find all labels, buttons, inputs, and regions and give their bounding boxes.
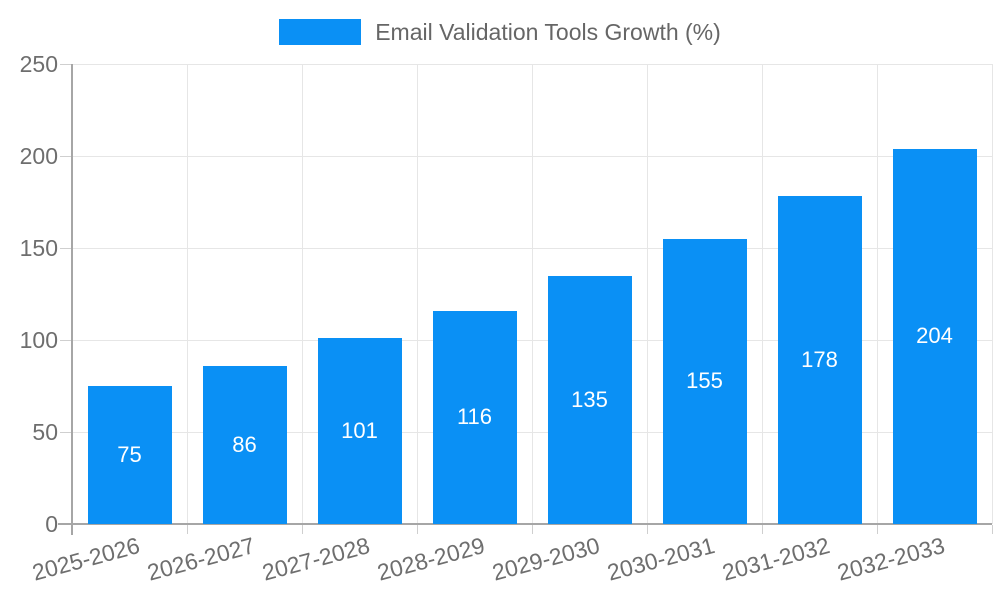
gridline-vertical	[876, 64, 878, 524]
bar-value-label: 155	[686, 368, 723, 394]
x-axis-tick	[761, 525, 763, 534]
bar-value-label: 116	[456, 404, 493, 430]
x-axis-line	[58, 523, 992, 525]
gridline-vertical	[186, 64, 188, 524]
bar-value-label: 86	[232, 431, 257, 457]
legend-swatch[interactable]	[279, 19, 362, 45]
bar: 204	[892, 148, 977, 524]
gridline-vertical	[531, 64, 533, 524]
y-axis-tick-label: 0	[45, 511, 58, 537]
x-axis-tick	[531, 525, 533, 534]
bar-value-label: 101	[341, 418, 378, 444]
gridline-vertical	[761, 64, 763, 524]
y-axis-tick	[60, 247, 72, 249]
y-axis-tick-label: 100	[19, 327, 58, 353]
y-axis-tick	[60, 63, 72, 65]
legend-label[interactable]: Email Validation Tools Growth (%)	[375, 18, 721, 45]
y-axis-tick-label: 250	[19, 51, 58, 77]
x-axis-tick	[646, 525, 648, 534]
gridline-vertical	[646, 64, 648, 524]
bar: 178	[777, 196, 862, 524]
y-axis-tick-label: 150	[19, 235, 58, 261]
bar: 75	[87, 386, 172, 524]
y-axis-tick	[60, 431, 72, 433]
bar: 116	[432, 310, 517, 524]
bar: 86	[202, 365, 287, 524]
gridline-vertical	[301, 64, 303, 524]
bar-value-label: 178	[801, 347, 838, 373]
bar: 155	[662, 238, 747, 524]
y-axis-tick-label: 200	[19, 143, 58, 169]
y-axis-tick-label: 50	[32, 419, 58, 445]
y-axis-tick	[60, 155, 72, 157]
x-axis-tick	[301, 525, 303, 534]
gridline-vertical	[991, 64, 993, 524]
x-axis-tick	[991, 525, 993, 534]
x-axis-tick	[876, 525, 878, 534]
legend[interactable]: Email Validation Tools Growth (%)	[0, 17, 1000, 47]
gridline-vertical	[416, 64, 418, 524]
bar-value-label: 75	[117, 442, 142, 467]
x-axis-tick	[186, 525, 188, 534]
x-axis-tick	[416, 525, 418, 534]
y-axis-tick	[60, 339, 72, 341]
bar-value-label: 204	[916, 323, 953, 349]
bar: 135	[547, 275, 632, 524]
bar: 101	[317, 338, 402, 524]
y-axis-line	[71, 64, 73, 535]
bar-value-label: 135	[571, 386, 608, 412]
